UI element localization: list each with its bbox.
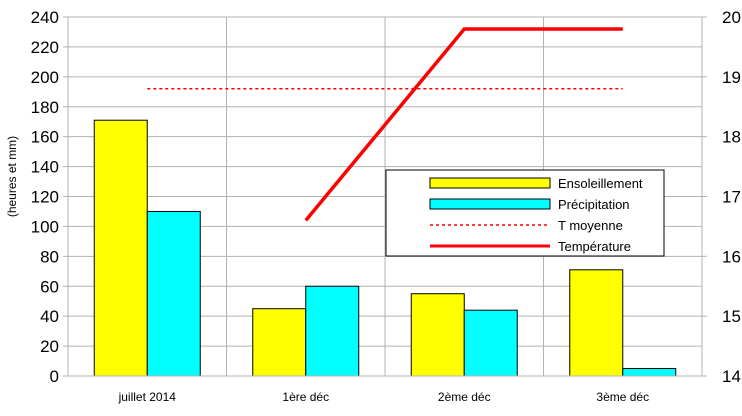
y-tick-label-8: 160 bbox=[31, 128, 59, 147]
legend: Ensoleillement Précipitation T moyenne Temp… bbox=[385, 169, 665, 257]
bar-ensoleillement-0 bbox=[93, 119, 148, 377]
y2-tick-label-0: 14 bbox=[722, 367, 741, 386]
bar-ensoleillement-1 bbox=[252, 308, 307, 377]
legend-label-2: T moyenne bbox=[558, 218, 623, 233]
bars bbox=[93, 119, 677, 377]
bar-précipitation-2 bbox=[463, 309, 518, 377]
y-tick-label-5: 100 bbox=[31, 217, 59, 236]
y-tick-label-6: 120 bbox=[31, 188, 59, 207]
bar-ensoleillement-2 bbox=[410, 293, 465, 377]
series-line-1 bbox=[304, 27, 623, 222]
legend-label-3: Température bbox=[558, 239, 631, 254]
x-tick-label-0: juillet 2014 bbox=[118, 390, 177, 404]
y-tick-label-4: 80 bbox=[40, 247, 59, 266]
legend-swatch-0 bbox=[429, 177, 551, 189]
y-tick-label-2: 40 bbox=[40, 307, 59, 326]
x-tick-label-3: 3ème déc bbox=[596, 390, 649, 404]
y-tick-label-12: 240 bbox=[31, 8, 59, 27]
bar-précipitation-0 bbox=[146, 210, 201, 377]
y-axis-label: (heures et mm) bbox=[5, 136, 19, 217]
y2-tick-label-3: 17 bbox=[722, 188, 741, 207]
y-tick-label-9: 180 bbox=[31, 98, 59, 117]
y-tick-label-1: 20 bbox=[40, 337, 59, 356]
y-tick-label-7: 140 bbox=[31, 158, 59, 177]
y-tick-label-10: 200 bbox=[31, 68, 59, 87]
legend-swatch-1 bbox=[429, 198, 551, 210]
ticks: 0 20 40 60 80 100 120 140 160 180 200 220 240 14 15 16 1… bbox=[31, 8, 741, 404]
y-tick-label-3: 60 bbox=[40, 277, 59, 296]
y-tick-label-11: 220 bbox=[31, 38, 59, 57]
y2-tick-label-6: 20 bbox=[722, 8, 741, 27]
y2-tick-label-1: 15 bbox=[722, 307, 741, 326]
x-tick-label-2: 2ème déc bbox=[438, 390, 491, 404]
legend-label-0: Ensoleillement bbox=[558, 176, 643, 191]
bar-précipitation-1 bbox=[305, 285, 360, 377]
bar-précipitation-3 bbox=[622, 368, 677, 377]
y2-tick-label-5: 19 bbox=[722, 68, 741, 87]
lines bbox=[147, 27, 623, 222]
y2-tick-label-4: 18 bbox=[722, 128, 741, 147]
x-tick-label-1: 1ère déc bbox=[282, 390, 329, 404]
bar-ensoleillement-3 bbox=[569, 269, 624, 377]
y-tick-label-0: 0 bbox=[50, 367, 59, 386]
y2-tick-label-2: 16 bbox=[722, 247, 741, 266]
legend-label-1: Précipitation bbox=[558, 197, 630, 212]
